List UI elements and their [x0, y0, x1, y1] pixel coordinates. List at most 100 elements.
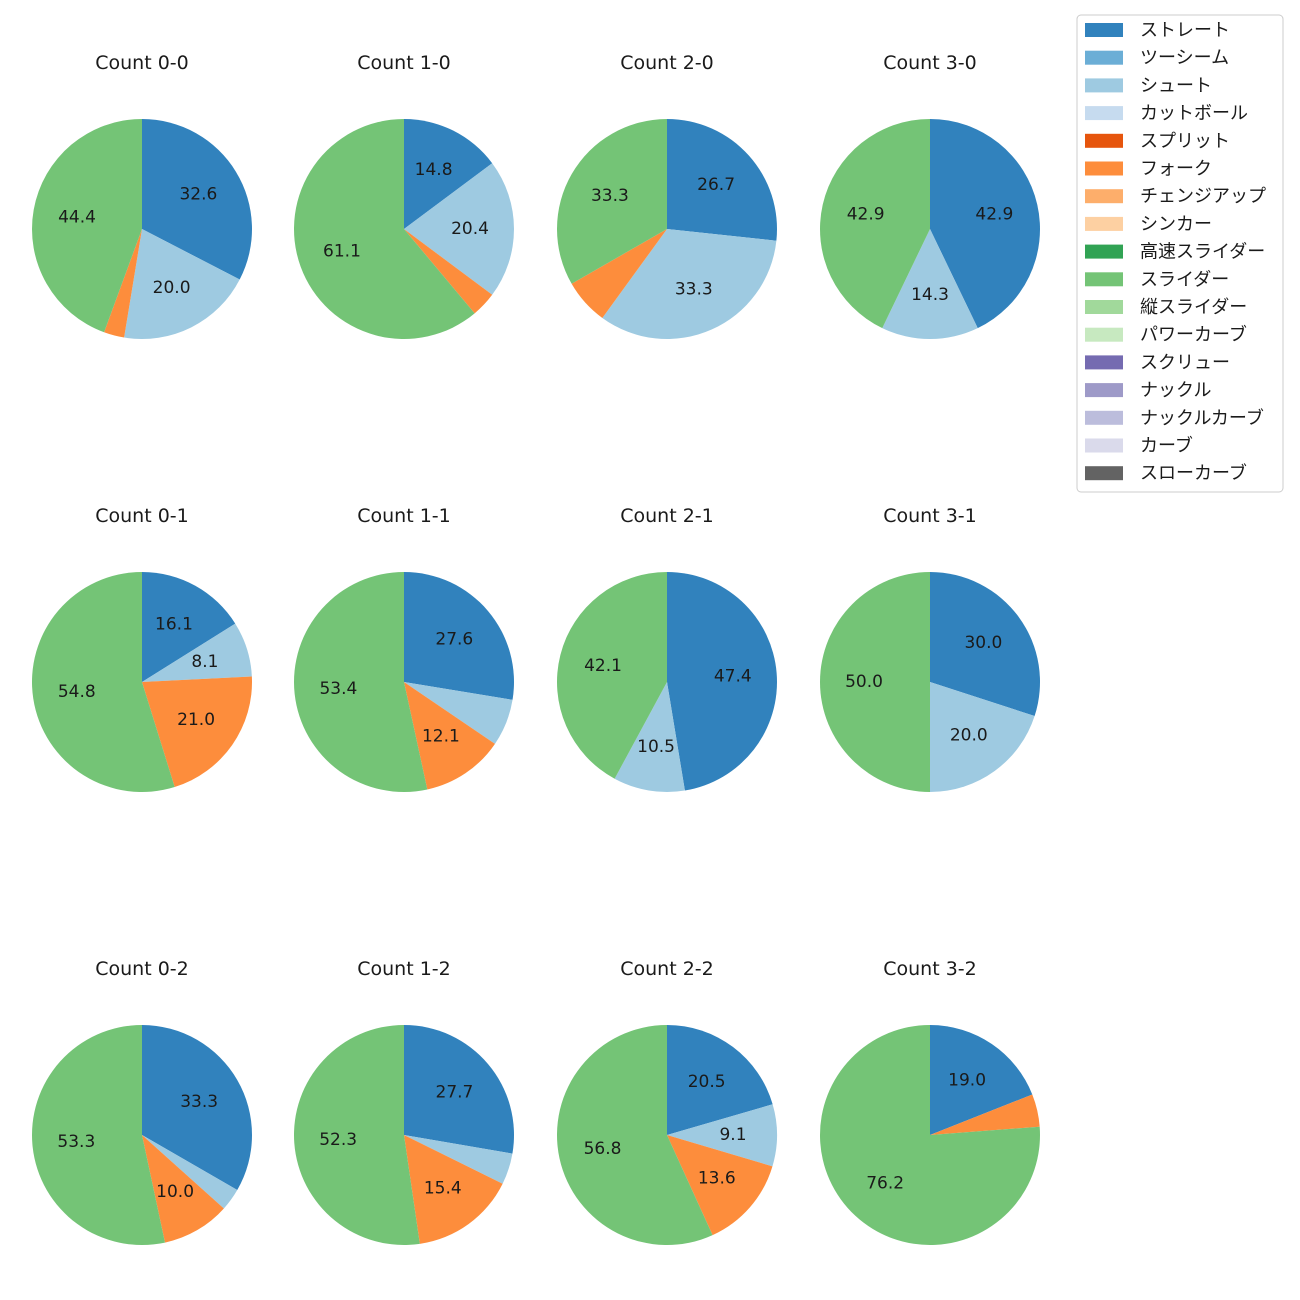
pie-slice-count-1-0: [404, 229, 493, 314]
slice-percent-label: 54.8: [58, 682, 96, 702]
legend-swatch: [1085, 78, 1123, 93]
slice-percent-label: 14.3: [911, 285, 949, 305]
slice-percent-label: 20.5: [688, 1072, 726, 1092]
slice-percent-label: 26.7: [697, 175, 735, 195]
pie-slice-count-1-1: [404, 682, 495, 790]
pie-slice-count-1-0: [404, 163, 514, 295]
pie-slice-count-1-2: [293, 1025, 420, 1246]
legend-swatch: [1085, 216, 1123, 231]
pie-title: Count 0-1: [95, 505, 189, 527]
pie-count-0-2: Count 0-2 33.3 10.0 53.3: [31, 958, 252, 1246]
legend-swatch: [1085, 133, 1123, 148]
legend-label: ツーシーム: [1140, 48, 1229, 69]
pie-title: Count 2-2: [620, 958, 714, 980]
slice-percent-label: 12.1: [422, 727, 460, 747]
legend-label: スプリット: [1140, 131, 1230, 152]
slice-percent-label: 27.7: [436, 1082, 474, 1102]
pie-slice-count-0-2: [142, 1135, 238, 1209]
legend-frame: [1076, 14, 1284, 493]
legend-label: カットボール: [1140, 103, 1248, 124]
slice-percent-label: 27.6: [435, 629, 473, 649]
pie-slice-count-1-1: [404, 572, 514, 700]
pie-title: Count 3-2: [883, 958, 977, 980]
legend-label: スライダー: [1140, 269, 1229, 290]
slice-percent-label: 42.9: [975, 204, 1013, 224]
slice-percent-label: 19.0: [948, 1070, 986, 1090]
slice-percent-label: 20.4: [451, 219, 489, 239]
pie-slice-count-2-2: [667, 1135, 773, 1236]
legend-swatch: [1085, 383, 1123, 398]
pie-count-0-1: Count 0-1 16.1 8.1 21.0 54.8: [31, 505, 252, 792]
legend-swatch: [1085, 355, 1123, 370]
legend-label: チェンジアップ: [1140, 186, 1266, 207]
pie-count-2-2: Count 2-2 20.5 9.1 13.6 56.8: [556, 958, 777, 1246]
pie-slice-count-3-2: [930, 1094, 1040, 1135]
pie-slice-count-3-0: [882, 229, 978, 339]
legend-label: 縦スライダー: [1140, 297, 1247, 318]
legend-label: シンカー: [1140, 214, 1212, 235]
pie-slice-count-2-1: [614, 682, 685, 792]
pie-title: Count 2-1: [620, 505, 714, 527]
pie-slice-count-0-2: [31, 1025, 166, 1246]
pie-slice-count-3-1: [930, 682, 1035, 792]
slice-percent-label: 33.3: [591, 186, 629, 206]
legend-swatch: [1085, 50, 1123, 65]
slice-percent-label: 13.6: [698, 1168, 736, 1188]
slice-percent-label: 32.6: [179, 185, 217, 205]
pie-title: Count 1-2: [357, 958, 451, 980]
legend-label: ストレート: [1140, 20, 1230, 41]
pie-slice-count-0-1: [31, 572, 175, 792]
slice-percent-label: 44.4: [58, 207, 96, 227]
pie-count-2-0: Count 2-0 26.7 33.3 33.3: [556, 52, 777, 340]
slice-percent-label: 47.4: [714, 667, 752, 687]
pie-count-3-2: Count 3-2 19.0 76.2: [820, 958, 1040, 1245]
pie-slice-count-2-0: [602, 229, 777, 340]
legend-swatch: [1085, 161, 1123, 176]
pie-slice-count-1-1: [294, 572, 428, 792]
pie-count-1-1: Count 1-1 27.6 12.1 53.4: [294, 505, 514, 792]
pie-slice-count-3-1: [930, 572, 1040, 716]
pie-slice-count-1-0: [294, 119, 475, 339]
slice-percent-label: 20.0: [950, 725, 988, 745]
legend-label: パワーカーブ: [1140, 324, 1247, 346]
legend: ストレートツーシームシュートカットボールスプリットフォークチェンジアップシンカー…: [1076, 14, 1284, 493]
pie-slice-count-2-0: [667, 119, 777, 241]
pie-grid: Count 0-0 32.6 20.0 44.4 Count 1-0 14.8 20.4 61…: [31, 52, 1040, 1246]
pie-title: Count 1-0: [357, 52, 451, 74]
pie-slice-count-1-2: [404, 1025, 514, 1154]
pie-title: Count 0-0: [95, 52, 189, 74]
pie-slice-count-1-0: [404, 119, 493, 229]
slice-percent-label: 61.1: [323, 242, 361, 262]
pie-slice-count-3-1: [820, 572, 930, 792]
slice-percent-label: 9.1: [719, 1125, 746, 1145]
legend-label: ナックルカーブ: [1140, 407, 1264, 429]
pie-count-3-0: Count 3-0 42.9 14.3 42.9: [819, 52, 1040, 339]
slice-percent-label: 56.8: [584, 1139, 622, 1159]
legend-swatch: [1085, 244, 1123, 259]
legend-label: フォーク: [1140, 159, 1212, 180]
slice-percent-label: 42.1: [584, 656, 622, 676]
pie-slice-count-2-2: [667, 1104, 777, 1167]
legend-label: シュート: [1140, 75, 1212, 96]
pie-slice-count-1-2: [404, 1135, 513, 1184]
legend-swatch: [1085, 300, 1123, 314]
slice-percent-label: 20.0: [153, 278, 191, 298]
pie-title: Count 2-0: [620, 52, 714, 74]
pie-slice-count-0-2: [142, 1025, 252, 1190]
slice-percent-label: 53.4: [319, 679, 357, 699]
slice-percent-label: 21.0: [177, 710, 215, 730]
pie-slice-count-2-2: [667, 1025, 773, 1135]
pie-slice-count-0-0: [32, 119, 142, 333]
pie-slice-count-3-0: [819, 119, 930, 329]
pie-count-1-0: Count 1-0 14.8 20.4 61.1: [294, 52, 514, 339]
pie-count-1-2: Count 1-2 27.7 15.4 52.3: [293, 958, 514, 1246]
pie-slice-count-2-1: [667, 572, 777, 791]
legend-swatch: [1085, 272, 1123, 287]
slice-percent-label: 30.0: [964, 633, 1002, 653]
slice-percent-label: 8.1: [191, 652, 218, 672]
pie-slice-count-2-2: [556, 1025, 713, 1246]
slice-percent-label: 10.0: [156, 1182, 194, 1202]
pie-count-0-0: Count 0-0 32.6 20.0 44.4: [32, 52, 252, 339]
pie-title: Count 0-2: [95, 958, 189, 980]
